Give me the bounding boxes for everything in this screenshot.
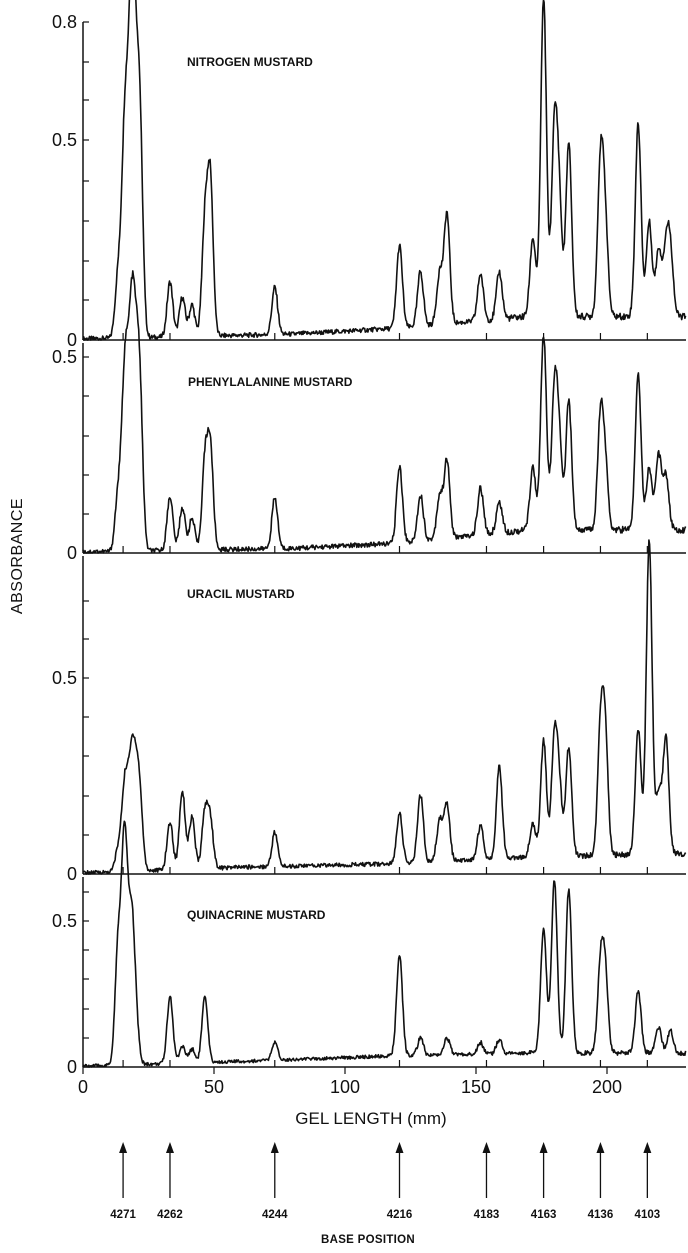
base-position-title: BASE POSITION <box>321 1234 415 1246</box>
base-position-label: 4216 <box>387 1209 413 1221</box>
panel-title: PHENYLALANINE MUSTARD <box>188 375 353 389</box>
base-marker: 4271 <box>110 1142 136 1221</box>
panel-title: QUINACRINE MUSTARD <box>187 908 326 922</box>
y-tick-label: 0.5 <box>52 347 77 367</box>
base-marker: 4244 <box>262 1142 288 1221</box>
absorbance-trace <box>82 539 687 875</box>
base-position-label: 4271 <box>110 1209 136 1221</box>
base-position-label: 4136 <box>588 1209 614 1221</box>
y-tick-label: 0.5 <box>52 130 77 150</box>
y-tick-label: 0 <box>67 543 77 563</box>
base-marker: 4136 <box>588 1142 614 1221</box>
arrow-up-icon <box>119 1142 128 1153</box>
base-position-label: 4163 <box>531 1209 557 1221</box>
y-tick-label: 0 <box>67 864 77 884</box>
base-marker: 4183 <box>474 1142 500 1221</box>
base-position-markers: 4271 4262 4244 4216 4183 4163 4136 4103 <box>110 1142 660 1221</box>
y-axis-label: ABSORBANCE <box>9 498 26 614</box>
base-marker: 4163 <box>531 1142 557 1221</box>
x-tick-label: 150 <box>461 1077 491 1097</box>
base-position-label: 4103 <box>635 1209 661 1221</box>
y-tick-label: 0.5 <box>52 911 77 931</box>
arrow-up-icon <box>395 1142 404 1153</box>
base-position-label: 4262 <box>157 1209 183 1221</box>
y-tick-label: 0.8 <box>52 12 77 32</box>
arrow-up-icon <box>643 1142 652 1153</box>
arrow-up-icon <box>270 1142 279 1153</box>
arrow-up-icon <box>596 1142 605 1153</box>
base-marker: 4103 <box>635 1142 661 1221</box>
arrow-up-icon <box>539 1142 548 1153</box>
absorbance-trace <box>82 270 687 554</box>
y-tick-label: 0.5 <box>52 668 77 688</box>
panel-title: NITROGEN MUSTARD <box>187 55 313 69</box>
panel-3: 0.5 0 URACIL MUSTARD <box>52 539 687 884</box>
x-tick-label: 100 <box>330 1077 360 1097</box>
x-axis-label: GEL LENGTH (mm) <box>295 1109 446 1128</box>
y-tick-label: 0 <box>67 1057 77 1077</box>
x-tick-label: 50 <box>204 1077 224 1097</box>
x-axis: 0 50 100 150 200 <box>78 1067 622 1097</box>
absorbance-trace <box>82 0 687 341</box>
arrow-up-icon <box>165 1142 174 1153</box>
base-position-label: 4183 <box>474 1209 500 1221</box>
y-tick-label: 0 <box>67 330 77 350</box>
x-tick-label: 200 <box>592 1077 622 1097</box>
arrow-up-icon <box>482 1142 491 1153</box>
panel-title: URACIL MUSTARD <box>187 587 295 601</box>
x-tick-label: 0 <box>78 1077 88 1097</box>
base-marker: 4216 <box>387 1142 413 1221</box>
absorbance-trace <box>82 820 687 1068</box>
base-marker: 4262 <box>157 1142 183 1221</box>
base-position-label: 4244 <box>262 1209 288 1221</box>
panel-4: 0.5 0 QUINACRINE MUSTARD <box>52 820 687 1077</box>
